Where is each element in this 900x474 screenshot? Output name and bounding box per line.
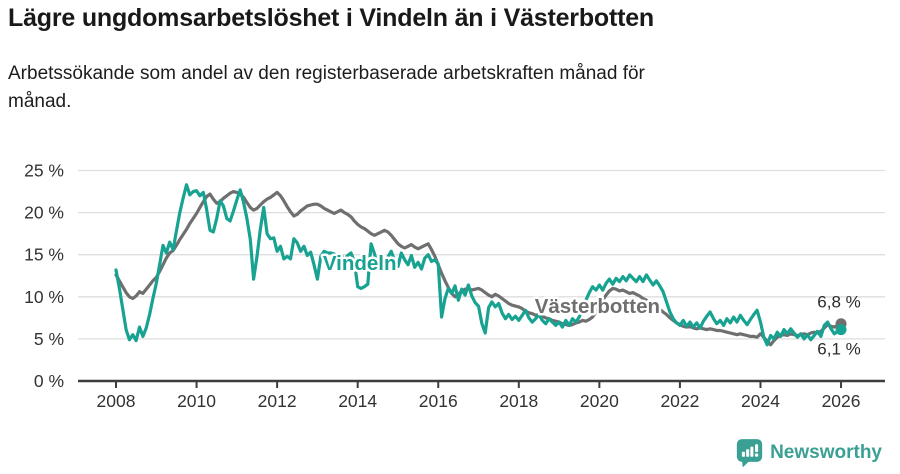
x-tick-label: 2012 xyxy=(258,391,297,411)
series-label-vindeln: Vindeln xyxy=(323,252,397,275)
page-subtitle: Arbetssökande som andel av den registerb… xyxy=(8,63,645,112)
x-tick-label: 2016 xyxy=(419,391,458,411)
y-tick-label: 25 % xyxy=(24,161,64,181)
brand-footer: Newsworthy xyxy=(736,438,882,468)
x-tick-label: 2008 xyxy=(97,391,136,411)
x-tick-label: 2022 xyxy=(660,391,699,411)
brand-name: Newsworthy xyxy=(770,442,882,463)
vindeln-line xyxy=(114,183,843,347)
y-tick-label: 0 % xyxy=(34,371,64,391)
y-tick-label: 5 % xyxy=(34,329,64,349)
x-tick-label: 2024 xyxy=(741,391,780,411)
x-tick-label: 2014 xyxy=(338,391,377,411)
y-tick-label: 15 % xyxy=(24,245,64,265)
vindeln-end-value-label: 6,1 % xyxy=(817,340,860,359)
y-tick-label: 10 % xyxy=(24,287,64,307)
series-label-västerbotten: Västerbotten xyxy=(535,295,660,318)
speech-bubble-bar-chart-icon xyxy=(736,439,763,468)
x-tick-label: 2020 xyxy=(580,391,619,411)
x-tick-label: 2010 xyxy=(177,391,216,411)
page-title: Lägre ungdomsarbetslöshet i Vindeln än i… xyxy=(8,4,655,32)
y-tick-label: 20 % xyxy=(24,203,64,223)
x-tick-label: 2018 xyxy=(499,391,538,411)
x-tick-label: 2026 xyxy=(822,391,861,411)
västerbotten-end-value-label: 6,8 % xyxy=(817,293,860,312)
vindeln-end-dot xyxy=(835,324,847,336)
västerbotten-line xyxy=(114,190,843,347)
